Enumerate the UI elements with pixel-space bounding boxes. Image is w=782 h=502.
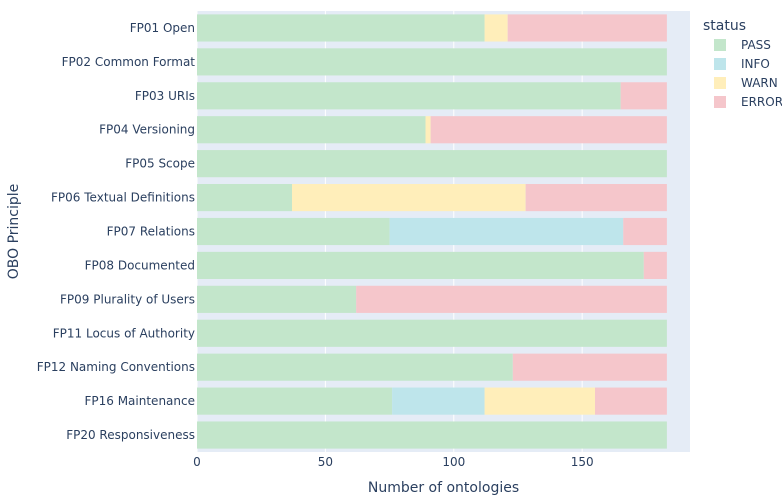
bar-pass	[197, 82, 621, 110]
bar-pass	[197, 421, 667, 449]
y-tick-label: FP04 Versioning	[99, 123, 195, 137]
y-tick-labels: FP01 Open FP02 Common Format FP03 URIs FP04…	[37, 21, 196, 442]
legend: status PASS INFO WARN ERROR	[703, 18, 782, 109]
x-tick-labels: 0 50 100 150	[193, 455, 593, 469]
legend-swatch	[714, 96, 726, 108]
bar-pass	[197, 251, 644, 279]
x-tick-label: 150	[571, 455, 594, 469]
y-tick-label: FP12 Naming Conventions	[37, 360, 195, 374]
y-tick-label: FP11 Locus of Authority	[53, 326, 195, 340]
bar-pass	[197, 14, 485, 42]
bar-info	[389, 217, 624, 246]
y-tick-label: FP06 Textual Definitions	[51, 191, 195, 205]
bar-pass	[197, 48, 667, 76]
bar-pass	[197, 387, 393, 415]
x-tick-label: 100	[442, 455, 465, 469]
bar-pass	[197, 285, 357, 313]
bar-pass	[197, 150, 667, 178]
y-tick-label: FP01 Open	[130, 21, 195, 35]
bar-pass	[197, 319, 667, 347]
legend-items: PASS INFO WARN ERROR	[714, 38, 782, 109]
bars	[197, 14, 667, 449]
x-axis-title: Number of ontologies	[368, 480, 519, 496]
bar-error	[356, 285, 667, 313]
y-tick-label: FP07 Relations	[107, 225, 195, 239]
bar-info	[392, 387, 485, 415]
x-tick-label: 50	[318, 455, 333, 469]
y-tick-label: FP16 Maintenance	[84, 394, 195, 408]
legend-swatch	[714, 39, 726, 51]
bar-error	[430, 116, 667, 144]
legend-label: PASS	[741, 38, 771, 52]
y-axis-title: OBO Principle	[6, 184, 22, 280]
bar-pass	[197, 116, 426, 144]
bar-warn	[425, 116, 431, 144]
bar-error	[507, 14, 667, 42]
bar-error	[512, 353, 667, 381]
legend-label: WARN	[741, 76, 778, 90]
bar-warn	[292, 184, 526, 212]
bar-error	[594, 387, 667, 415]
legend-label: ERROR	[741, 95, 782, 109]
legend-swatch	[714, 77, 726, 89]
legend-label: INFO	[741, 57, 770, 71]
bar-error	[620, 82, 667, 110]
y-tick-label: FP08 Documented	[85, 258, 195, 272]
legend-title: status	[703, 18, 746, 34]
y-tick-label: FP02 Common Format	[62, 55, 196, 69]
y-tick-label: FP09 Plurality of Users	[60, 292, 195, 306]
y-tick-label: FP05 Scope	[125, 157, 195, 171]
y-tick-label: FP20 Responsiveness	[66, 428, 195, 442]
bar-pass	[197, 184, 293, 212]
bar-pass	[197, 353, 513, 381]
legend-swatch	[714, 58, 726, 70]
bar-warn	[484, 14, 508, 42]
y-tick-label: FP03 URIs	[135, 89, 195, 103]
bar-error	[525, 184, 667, 212]
bar-error	[643, 251, 667, 279]
x-tick-label: 0	[193, 455, 201, 469]
bar-warn	[484, 387, 595, 415]
bar-error	[623, 217, 667, 246]
bar-pass	[197, 217, 390, 246]
